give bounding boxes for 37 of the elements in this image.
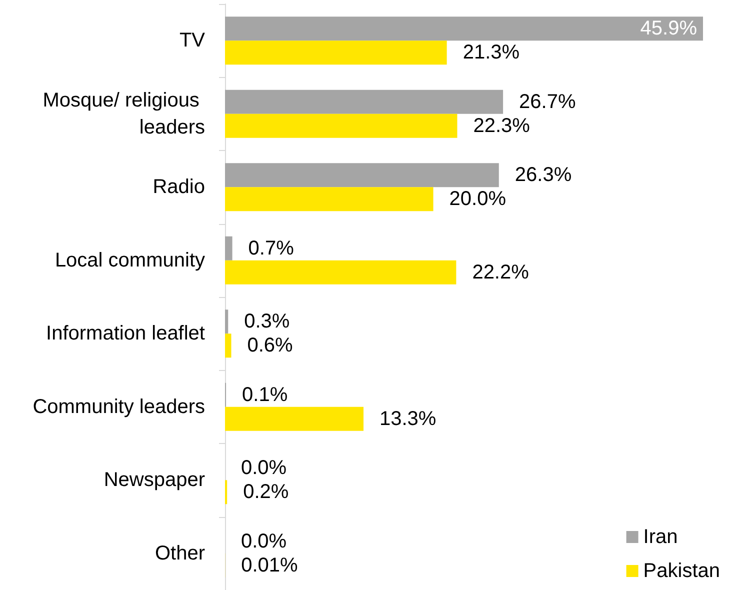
data-label: 0.1% xyxy=(242,384,288,406)
data-label: 45.9% xyxy=(640,18,698,40)
y-tick-label: Newspaper xyxy=(104,469,206,492)
bar xyxy=(225,260,456,284)
y-tick-label: Mosque/ religious leaders xyxy=(42,89,205,138)
data-label: 0.3% xyxy=(244,310,290,333)
bar xyxy=(225,334,232,358)
bar xyxy=(225,90,504,114)
data-label: 0.0% xyxy=(241,530,287,552)
y-tick-label: Other xyxy=(154,542,206,564)
data-label: 0.01% xyxy=(241,554,298,576)
bar xyxy=(225,236,232,260)
bar xyxy=(225,16,703,41)
data-label: 26.3% xyxy=(514,164,572,186)
data-label: 26.7% xyxy=(519,90,576,113)
bar xyxy=(225,406,364,431)
data-label: 20.0% xyxy=(449,188,506,210)
data-label: 0.7% xyxy=(248,237,294,260)
legend-label: Iran xyxy=(643,526,678,548)
bar xyxy=(225,114,458,138)
data-label: 22.2% xyxy=(472,261,530,284)
y-tick-label: TV xyxy=(179,30,206,52)
bar xyxy=(225,310,228,334)
data-label: 0.6% xyxy=(247,334,294,357)
bar xyxy=(225,187,434,212)
legend-label: Pakistan xyxy=(643,560,720,582)
data-label: 21.3% xyxy=(462,42,520,64)
data-label: 13.3% xyxy=(380,408,436,430)
bar xyxy=(225,40,447,65)
y-tick-label: Information leaflet xyxy=(46,322,206,345)
y-tick-label: Local community xyxy=(54,249,205,272)
y-tick-label: Community leaders xyxy=(32,396,205,418)
y-tick-label: Radio xyxy=(152,176,205,198)
data-label: 22.3% xyxy=(473,114,530,137)
bar xyxy=(225,163,499,188)
data-label: 0.0% xyxy=(241,457,287,480)
data-label: 0.2% xyxy=(243,481,289,504)
